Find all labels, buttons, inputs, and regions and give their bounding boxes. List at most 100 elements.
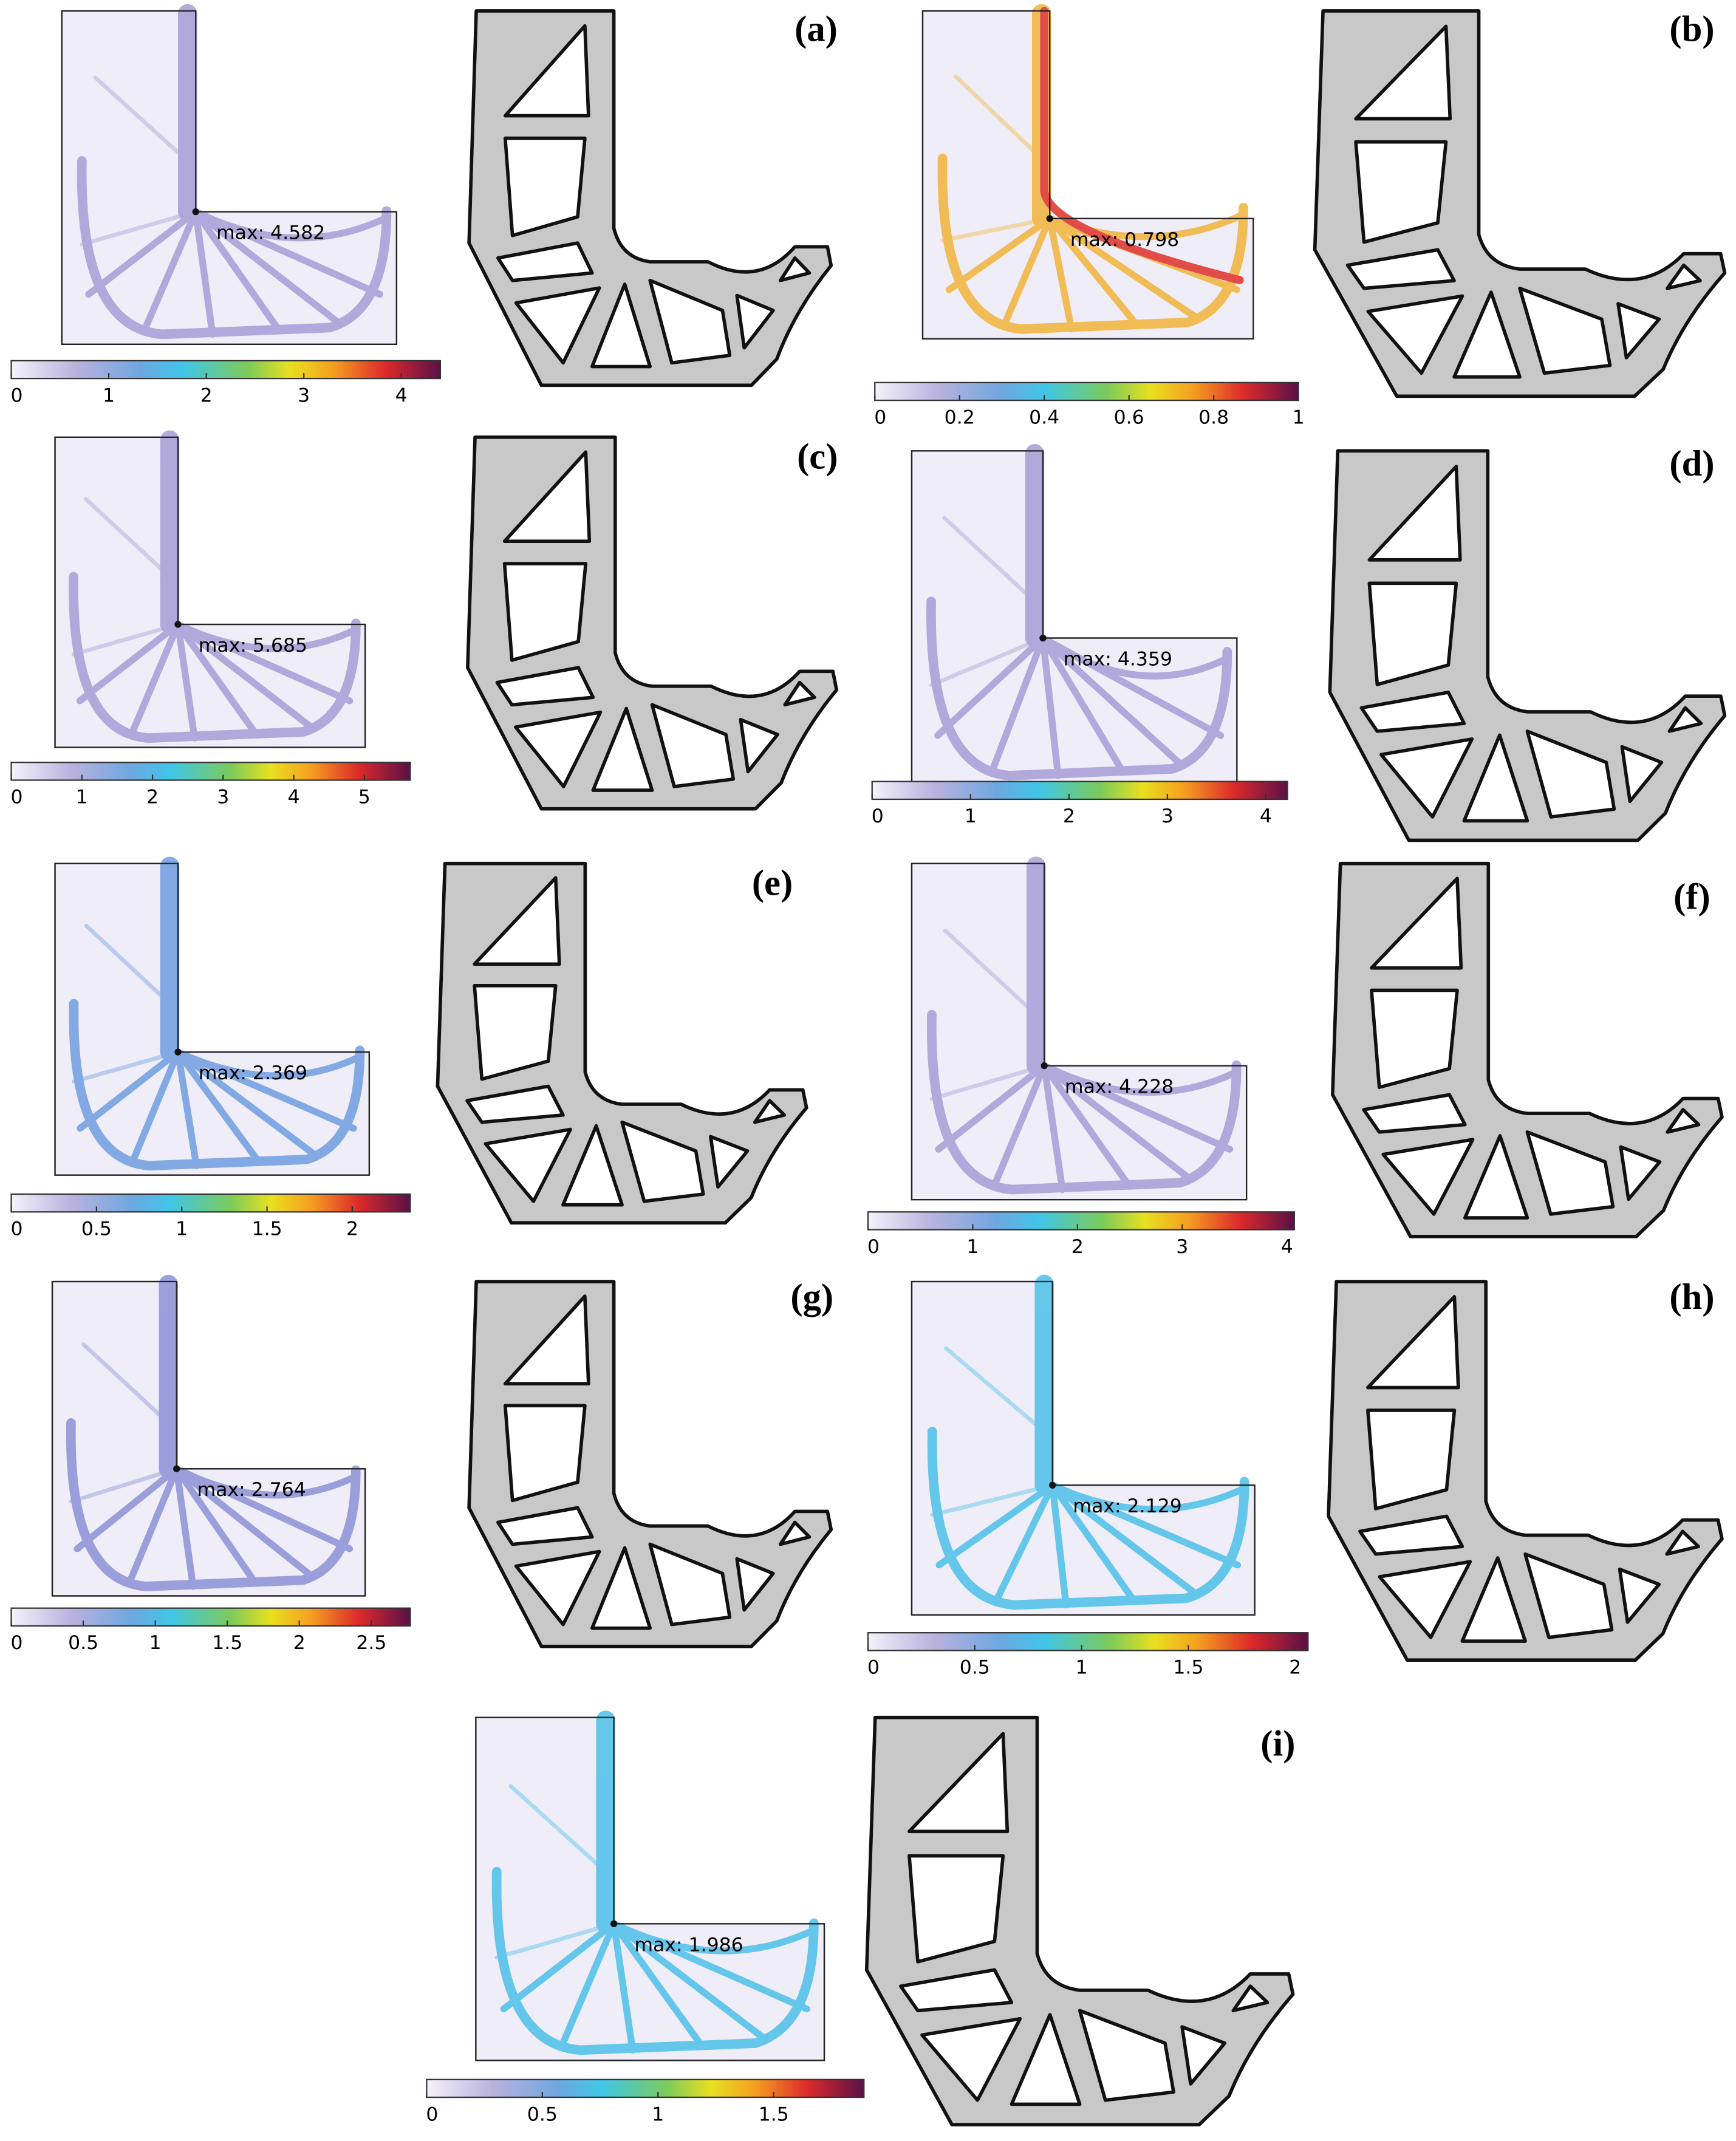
structure-hole [735, 293, 775, 350]
panel: max: 4.359 0 1 2 3 4 (d) [871, 443, 1727, 842]
structure-hole [1666, 263, 1702, 290]
member [174, 1048, 263, 1166]
structure-hole [514, 286, 601, 365]
structure-hole [1078, 2009, 1175, 2102]
max-label: max: 2.129 [1073, 1495, 1181, 1517]
structure-hole [1619, 1145, 1662, 1201]
structure-hole [1618, 1567, 1661, 1624]
member [76, 621, 182, 705]
panel: max: 2.129 0 0.5 1 1.5 2 (h) [867, 1274, 1724, 1679]
structure-hole [648, 1542, 732, 1627]
structure-hole [1379, 737, 1474, 819]
colorbar [867, 1211, 1295, 1231]
structure-hole [1345, 248, 1456, 290]
structure-hole [590, 282, 652, 369]
colorbar-tick-label: 0.5 [68, 1632, 98, 1654]
structure-hole [1665, 1529, 1700, 1556]
colorbar-tick-label: 0.8 [1198, 406, 1229, 428]
panel: max: 0.798 0 0.2 0.4 0.6 0.8 1 (b) [874, 4, 1727, 428]
colorbar-tick-label: 1 [965, 805, 977, 827]
member [77, 1048, 182, 1132]
stress-members [69, 430, 361, 743]
structure-hole [783, 680, 816, 707]
member [174, 621, 261, 739]
structure-hole [1366, 294, 1464, 375]
member [130, 1048, 182, 1163]
member [1040, 7, 1244, 284]
structure-hole [1452, 290, 1522, 379]
member [174, 1048, 200, 1169]
structure-hole [514, 710, 603, 788]
structure-hole [503, 1294, 590, 1386]
structure-hole [502, 562, 588, 662]
member [500, 1920, 618, 2013]
stress-outline [51, 1280, 366, 1597]
structure-hole [778, 1520, 812, 1546]
colorbar-tick-label: 4 [1260, 805, 1272, 827]
member [173, 1465, 197, 1590]
panel: max: 2.764 0 0.5 1 1.5 2 2.5 (g) [10, 1274, 833, 1654]
structure-hole [1667, 706, 1703, 733]
member [1041, 1062, 1240, 1096]
structure-hole [473, 984, 558, 1081]
structure-hole [465, 1084, 565, 1124]
member [192, 208, 391, 242]
member [610, 1920, 818, 1955]
structure-hole [484, 1127, 572, 1203]
colorbar-tick-label: 2 [1063, 805, 1075, 827]
member [1046, 215, 1075, 333]
member [1041, 1062, 1066, 1193]
member [72, 923, 180, 1084]
member [173, 1465, 313, 1577]
panel-label: (f) [1673, 876, 1710, 917]
colorbar-tick-label: 1 [966, 1236, 979, 1258]
member [69, 999, 365, 1171]
stress-members [66, 1274, 361, 1591]
member [610, 1920, 765, 2040]
colorbar-tick-label: 0.6 [1114, 406, 1144, 428]
member [73, 1465, 180, 1552]
structure-hole [739, 718, 779, 774]
colorbar-tick-label: 4 [1281, 1236, 1293, 1258]
colorbar-tick-label: 0 [11, 384, 23, 406]
structure-hole [1359, 691, 1466, 733]
structure-hole [503, 136, 587, 237]
member [85, 208, 199, 298]
stress-domain [61, 10, 398, 346]
panel: max: 4.582 0 1 2 3 4 (a) [10, 4, 838, 406]
colorbar-tick-label: 0.5 [527, 2103, 558, 2125]
colorbar-tick-label: 0 [426, 2103, 438, 2125]
member [1049, 1481, 1197, 1596]
member [989, 634, 1047, 773]
panel-label: (g) [790, 1277, 833, 1317]
member [80, 75, 198, 247]
max-point [174, 1048, 182, 1056]
structure-hole [502, 450, 592, 543]
max-point [610, 1920, 618, 1927]
colorbar-tick-label: 3 [1161, 805, 1174, 827]
panel-label: (e) [752, 862, 793, 903]
member [66, 1418, 361, 1591]
stress-outline [475, 1716, 825, 2061]
structure-hole [709, 1135, 750, 1189]
colorbar-tick-label: 2 [146, 787, 159, 808]
colorbar-tick-label: 0.4 [1029, 406, 1059, 428]
member [71, 497, 180, 657]
max-point [1039, 634, 1047, 642]
stress-outline [921, 10, 1254, 340]
panel-label: (c) [797, 437, 838, 477]
panel: max: 4.228 0 1 2 3 4 (f) [867, 856, 1724, 1258]
structure-hole [1616, 302, 1661, 360]
member [1039, 634, 1127, 776]
max-point [173, 1465, 180, 1472]
member [174, 1048, 316, 1157]
member [127, 1465, 180, 1584]
stress-outline [911, 1280, 1256, 1616]
member [929, 928, 1047, 1101]
colorbar-tick-label: 5 [358, 787, 371, 808]
colorbar [10, 360, 442, 380]
structure-hole [561, 1124, 624, 1207]
structure-hole [1463, 1134, 1529, 1220]
member [173, 1465, 259, 1587]
